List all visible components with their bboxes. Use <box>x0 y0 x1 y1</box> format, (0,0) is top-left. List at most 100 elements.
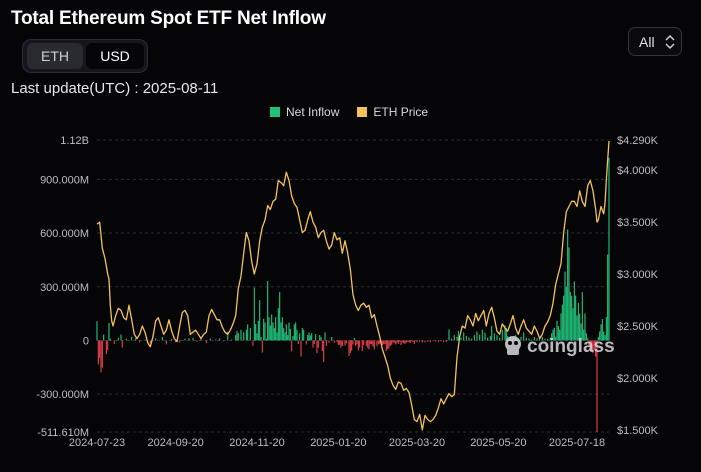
inflow-bar <box>275 317 277 341</box>
inflow-bar <box>593 340 595 350</box>
inflow-bar <box>371 340 373 345</box>
inflow-bar <box>235 335 237 341</box>
inflow-bar <box>403 340 405 344</box>
inflow-bar <box>243 332 245 341</box>
inflow-bar <box>448 329 450 341</box>
inflow-bar <box>520 336 522 341</box>
legend-label-net-inflow: Net Inflow <box>286 105 340 119</box>
x-tick-label: 2025-05-20 <box>470 437 526 449</box>
y-right-tick-label: $2.500K <box>617 321 659 333</box>
inflow-bar <box>108 322 110 341</box>
inflow-bar <box>215 339 217 341</box>
inflow-bar <box>501 330 503 341</box>
y-left-tick-label: 0 <box>83 335 89 347</box>
inflow-bar <box>196 340 198 342</box>
chart-legend: Net Inflow ETH Price <box>270 105 428 119</box>
inflow-bar <box>280 322 282 341</box>
inflow-bar <box>292 335 294 341</box>
inflow-bar <box>307 335 309 341</box>
inflow-bar <box>389 340 391 346</box>
unit-option-usd[interactable]: USD <box>86 43 144 69</box>
inflow-bar <box>349 340 351 353</box>
inflow-bar <box>107 340 109 351</box>
inflow-bar <box>580 323 582 341</box>
inflow-bar <box>301 327 303 341</box>
inflow-bar <box>556 320 558 341</box>
inflow-bar <box>309 335 311 341</box>
inflow-bar <box>227 331 229 341</box>
inflow-bar <box>383 340 385 345</box>
inflow-bar <box>583 329 585 341</box>
inflow-bar <box>256 333 258 341</box>
inflow-bar <box>384 340 386 345</box>
x-tick-label: 2024-09-20 <box>148 437 204 449</box>
legend-item-net-inflow[interactable]: Net Inflow <box>270 105 339 119</box>
unit-option-eth[interactable]: ETH <box>27 43 83 69</box>
inflow-bar <box>471 338 473 341</box>
inflow-bar <box>200 338 202 341</box>
inflow-bar <box>288 322 290 341</box>
inflow-bar <box>365 340 367 346</box>
inflow-bar <box>491 326 493 341</box>
inflow-bar <box>184 338 186 341</box>
y-left-tick-label: -511.610M <box>37 427 89 439</box>
y-left-tick-label: 600.000M <box>40 228 89 240</box>
inflow-bar <box>465 335 467 341</box>
inflow-bar <box>299 333 301 341</box>
inflow-bar <box>416 340 418 343</box>
y-right-tick-label: $2.000K <box>617 373 659 385</box>
y-right-tick-label: $1.500K <box>617 425 659 437</box>
inflow-bar <box>409 340 411 343</box>
inflow-bar <box>219 338 221 341</box>
inflow-bar <box>281 317 283 341</box>
x-tick-label: 2025-07-18 <box>549 437 605 449</box>
chevron-updown-icon <box>665 34 675 50</box>
inflow-bar <box>285 324 287 341</box>
inflow-bar <box>568 247 570 341</box>
inflow-bar <box>571 295 573 341</box>
inflow-bar <box>421 340 423 343</box>
unit-toggle[interactable]: ETH USD <box>22 39 148 73</box>
inflow-bar <box>315 334 317 341</box>
inflow-bar <box>457 330 459 341</box>
y-right-tick-label: $4.000K <box>617 165 659 177</box>
y-axis-left-labels: 1.12B 900.000M 600.000M 300.000M 0 -300.000M -… <box>36 135 89 439</box>
inflow-bar <box>408 340 410 343</box>
inflow-bar <box>440 340 442 342</box>
range-select[interactable]: All <box>628 27 682 56</box>
inflow-bar <box>325 340 327 346</box>
inflow-bar <box>592 340 594 353</box>
inflow-bar <box>388 340 390 349</box>
inflow-bar <box>604 335 606 341</box>
inflow-bar <box>432 340 434 342</box>
inflow-bar <box>499 337 501 341</box>
inflow-bar <box>120 334 122 341</box>
inflow-bar <box>601 318 603 341</box>
inflow-bar <box>553 327 555 341</box>
inflow-bar <box>351 340 353 351</box>
inflow-bar <box>297 340 299 345</box>
inflow-bar <box>263 318 265 341</box>
inflow-bar <box>595 340 597 357</box>
inflow-bar <box>381 340 383 345</box>
inflow-bar <box>539 339 541 341</box>
inflow-bar <box>569 292 571 341</box>
inflow-bar <box>372 340 374 347</box>
inflow-bar <box>607 254 609 341</box>
y-left-tick-label: -300.000M <box>36 389 89 401</box>
inflow-bar <box>249 327 251 341</box>
legend-item-eth-price[interactable]: ETH Price <box>357 105 428 119</box>
inflow-bar <box>283 328 285 341</box>
inflow-bar <box>284 332 286 341</box>
inflow-bar <box>277 308 279 341</box>
inflow-bar <box>577 302 579 341</box>
inflow-bar <box>549 337 551 341</box>
inflow-bar <box>435 340 437 342</box>
inflow-bar <box>572 308 574 341</box>
inflow-bar <box>368 340 370 350</box>
inflow-bar <box>581 292 583 341</box>
inflow-bar <box>400 340 402 346</box>
inflow-bar <box>340 340 342 348</box>
y-left-tick-label: 900.000M <box>40 174 89 186</box>
inflow-bar <box>476 331 478 341</box>
